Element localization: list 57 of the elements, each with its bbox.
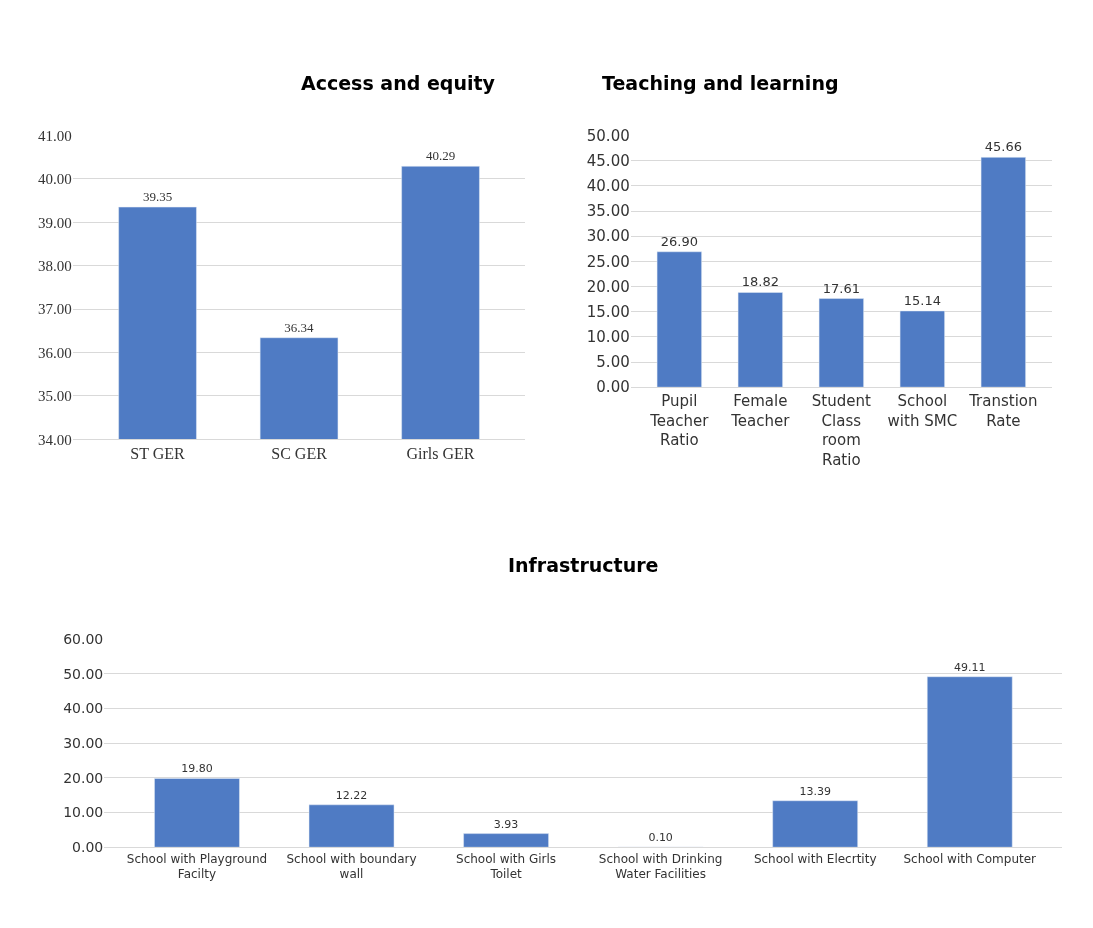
y-tick-label: 0.00 [72,839,104,856]
x-tick-label: School with Playground Facilty [126,851,268,882]
y-tick-label: 36.00 [37,344,72,361]
y-tick-label: 30.00 [586,227,630,246]
data-label: 0.10 [648,830,673,844]
y-tick-label: 5.00 [596,353,630,372]
y-tick-label: 20.00 [63,769,104,786]
y-tick-label: 35.00 [586,202,630,221]
y-tick-label: 40.00 [586,177,630,196]
x-tick-label: Transtion Rate [968,392,1038,430]
y-tick-label: 39.00 [37,214,72,231]
y-tick-label: 30.00 [63,734,104,751]
y-tick-label: 50.00 [586,126,630,145]
data-label: 19.80 [181,762,213,776]
x-tick-label: School with boundary wall [286,851,417,882]
y-tick-label: 38.00 [37,257,72,274]
chart-title: Teaching and learning [602,72,839,94]
x-tick-label: Student Class room Ratio [811,392,871,469]
data-label: 39.35 [142,189,173,205]
x-tick-label: School with Computer [903,851,1037,866]
x-tick-label: School with Drinking Water Facilities [598,851,723,882]
data-label: 13.39 [799,784,831,798]
data-label: 40.29 [425,148,456,164]
x-tick-label: Female Teacher [730,392,791,430]
chart-title: Infrastructure [508,554,659,576]
data-label: 18.82 [741,274,779,290]
y-tick-label: 25.00 [586,252,630,271]
x-tick-label: School with Elecrtity [753,851,877,866]
data-label: 15.14 [903,292,941,308]
x-tick-label: School with SMC [887,392,958,430]
y-tick-label: 15.00 [586,302,630,321]
data-label: 12.22 [335,788,368,802]
chart-title: Access and equity [301,72,496,94]
data-label: 36.34 [284,319,314,335]
y-tick-label: 34.00 [37,431,72,448]
y-tick-label: 0.00 [596,378,630,397]
data-label: 49.11 [953,660,986,674]
x-tick-label: SC GER [271,445,328,463]
data-label: 26.90 [660,233,698,249]
x-tick-label: School with Girls Toilet [456,851,557,882]
data-label: 45.66 [984,139,1022,155]
y-tick-label: 20.00 [586,277,630,296]
y-tick-label: 60.00 [63,630,104,647]
x-tick-label: Girls GER [406,445,475,463]
x-tick-label: ST GER [130,445,186,463]
y-tick-label: 37.00 [37,301,72,318]
y-tick-label: 10.00 [586,328,630,347]
y-tick-label: 41.00 [37,127,72,144]
y-tick-label: 45.00 [586,151,630,170]
y-tick-label: 40.00 [63,700,104,717]
y-tick-label: 35.00 [37,388,72,405]
data-label: 3.93 [493,817,519,831]
y-tick-label: 50.00 [63,665,104,682]
y-tick-label: 10.00 [63,804,104,821]
y-tick-label: 40.00 [37,171,72,188]
data-label: 17.61 [822,280,860,296]
x-tick-label: Pupil Teacher Ratio [649,392,710,450]
